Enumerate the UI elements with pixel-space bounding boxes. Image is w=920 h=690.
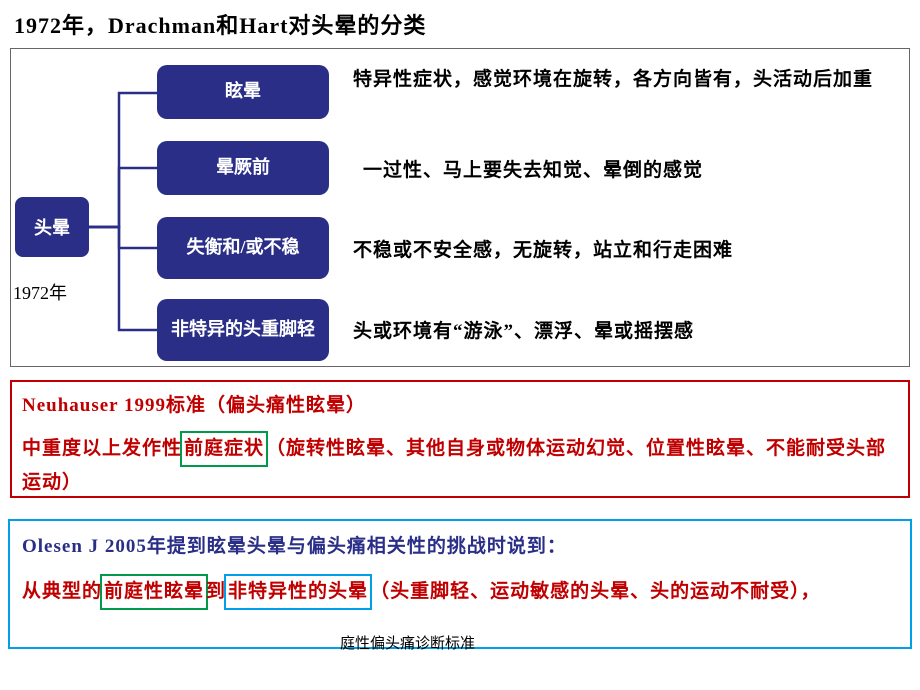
- p2-pre: 中重度以上发作性: [22, 438, 182, 459]
- child-node-1: 眩晕: [157, 65, 329, 119]
- slide-title: 1972年，Drachman和Hart对头晕的分类: [14, 8, 426, 40]
- child-node-2: 晕厥前: [157, 141, 329, 195]
- child-desc-2: 一过性、马上要失去知觉、晕倒的感觉: [363, 155, 903, 187]
- p3-post: （头重脚轻、运动敏感的头晕、头的运动不耐受），: [370, 581, 821, 602]
- child-desc-3: 不稳或不安全感，无旋转，站立和行走困难: [353, 235, 893, 267]
- blue-highlight-box: 非特异性的头晕: [224, 574, 372, 610]
- green-highlight-box-2: 前庭性眩晕: [100, 574, 208, 610]
- child-desc-4: 头或环境有“游泳”、漂浮、晕或摇摆感: [353, 316, 893, 348]
- neuhauser-panel: Neuhauser 1999标准（偏头痛性眩晕） 中重度以上发作性前庭症状（旋转…: [10, 380, 910, 498]
- child-desc-1: 特异性症状，感觉环境在旋转，各方向皆有，头活动后加重: [353, 64, 893, 96]
- year-label: 1972年: [13, 279, 67, 305]
- child-node-3: 失衡和/或不稳: [157, 217, 329, 279]
- diagram-panel: 头晕 1972年 眩晕 特异性症状，感觉环境在旋转，各方向皆有，头活动后加重 晕…: [10, 48, 910, 367]
- child-node-4: 非特异的头重脚轻: [157, 299, 329, 361]
- neuhauser-title: Neuhauser 1999标准（偏头痛性眩晕）: [22, 390, 898, 417]
- olesen-title: Olesen J 2005年提到眩晕头晕与偏头痛相关性的挑战时说到：: [22, 531, 898, 558]
- footer-caption: 庭性偏头痛诊断标准: [340, 632, 475, 653]
- neuhauser-body: 中重度以上发作性前庭症状（旋转性眩晕、其他自身或物体运动幻觉、位置性眩晕、不能耐…: [22, 431, 898, 500]
- p3-pre: 从典型的: [22, 581, 102, 602]
- olesen-panel: Olesen J 2005年提到眩晕头晕与偏头痛相关性的挑战时说到： 从典型的前…: [8, 519, 912, 649]
- p3-mid: 到: [206, 581, 226, 602]
- root-node: 头晕: [15, 197, 89, 257]
- green-highlight-box: 前庭症状: [180, 431, 268, 467]
- olesen-body: 从典型的前庭性眩晕到非特异性的头晕（头重脚轻、运动敏感的头晕、头的运动不耐受），: [22, 574, 898, 610]
